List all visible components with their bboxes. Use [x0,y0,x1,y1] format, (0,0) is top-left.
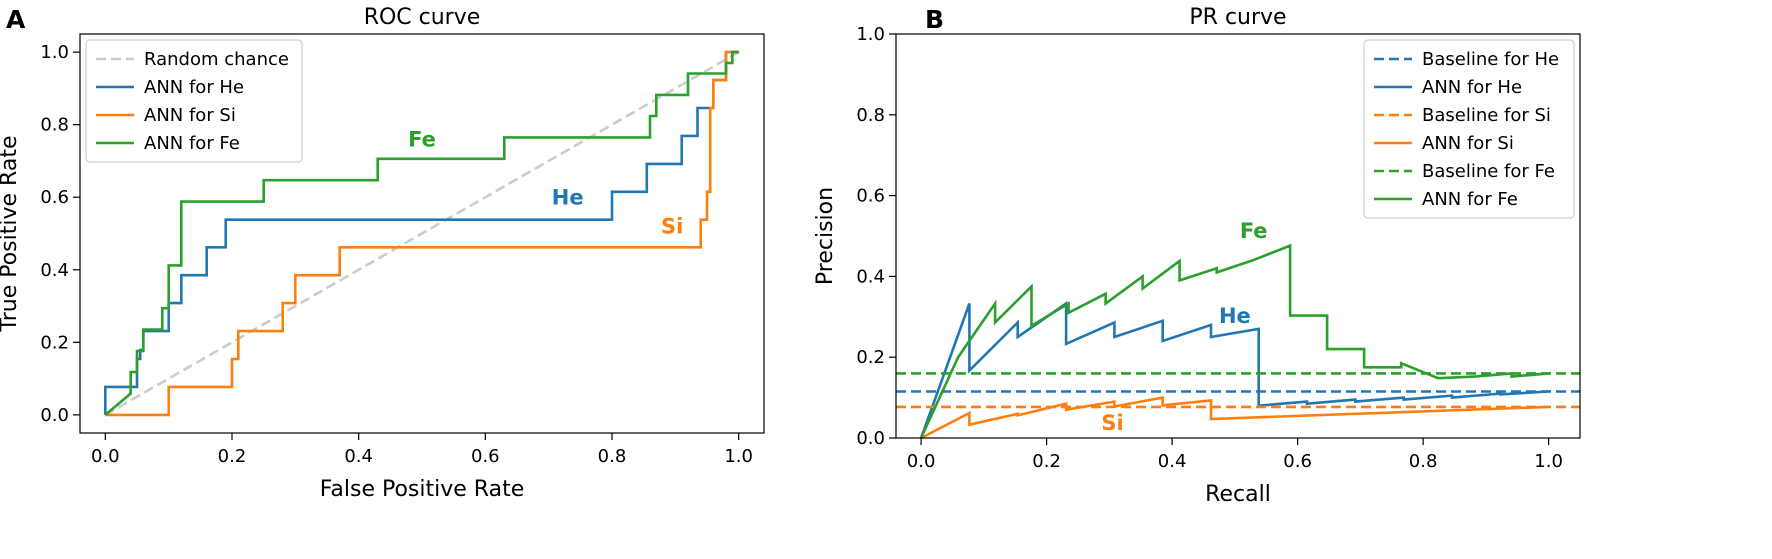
series-line-random-chance [104,50,740,417]
y-tick-label: 0.6 [40,187,69,208]
roc-panel: A ROC curve False Positive Rate True Pos… [0,5,765,502]
y-tick-label: 0.4 [856,266,885,287]
legend-label-baseline-for-fe: Baseline for Fe [1422,161,1555,182]
pr-x-axis-label: Recall [1205,482,1271,507]
y-tick-label: 0.2 [40,332,69,353]
series-group [104,50,740,417]
legend-frame [1363,39,1575,219]
x-tick-label: 1.0 [1534,451,1563,472]
pr-legend: Baseline for He ANN for He Baseline for Si… [1363,39,1575,219]
pr-y-axis-label: Precision [813,187,838,285]
x-tick-label: 0.0 [91,446,120,467]
pr-panel: B PR curve Recall Precision 0.0 0.2 0.4 0.6… [813,5,1581,507]
x-tick-label: 0.6 [471,446,500,467]
y-tick-label: 0.4 [40,260,69,281]
legend-label-random-chance: Random chance [144,49,289,70]
y-tick-label: 0.0 [856,428,885,449]
series-line-ann-for-he [919,301,1549,438]
legend-frame [85,39,303,163]
series-line-ann-for-he [104,50,739,415]
y-tick-label: 0.8 [40,115,69,136]
plot-frame [79,33,765,434]
y-tick-label: 0.6 [856,186,885,207]
roc-y-axis-label: True Positive Rate [0,136,22,333]
y-tick-label: 0.0 [40,405,69,426]
x-tick-label: 0.2 [218,446,247,467]
annotation-si: Si [661,215,683,239]
annotation-fe: Fe [408,127,436,151]
x-tick-label: 0.6 [1283,451,1312,472]
pr-plot-area: 0.0 0.2 0.4 0.6 0.8 1.0 0.0 0.2 0.4 0.6 0.8 1.0 Fe He… [856,24,1581,472]
legend-label-ann-for-he: ANN for He [144,77,244,98]
panel-label-b: B [925,5,944,34]
y-tick-label: 1.0 [856,24,885,45]
legend-label-ann-for-fe: ANN for Fe [144,133,240,154]
roc-title: ROC curve [364,5,481,30]
y-tick-label: 1.0 [40,42,69,63]
annotation-he: He [1219,304,1251,328]
x-tick-label: 0.4 [1158,451,1187,472]
x-tick-label: 0.2 [1032,451,1061,472]
series-group [896,243,1580,438]
plot-frame [895,33,1581,439]
panel-label-a: A [6,5,26,34]
x-tick-label: 0.0 [907,451,936,472]
annotation-fe: Fe [1240,219,1268,243]
x-tick-label: 0.8 [598,446,627,467]
series-line-ann-for-si [920,396,1549,438]
x-tick-label: 0.8 [1409,451,1438,472]
roc-legend: Random chance ANN for He ANN for Si ANN for… [85,39,303,163]
series-line-ann-for-si [105,50,739,417]
y-tick-label: 0.8 [856,105,885,126]
legend-label-ann-for-fe: ANN for Fe [1422,189,1518,210]
roc-plot-area: 0.0 0.2 0.4 0.6 0.8 1.0 0.0 0.2 0.4 0.6 0.8 1.0 Fe He… [40,33,765,467]
legend-label-ann-for-he: ANN for He [1422,77,1522,98]
legend-label-baseline-for-si: Baseline for Si [1422,105,1551,126]
series-line-ann-for-fe [104,50,739,416]
series-line-ann-for-fe [919,243,1549,438]
legend-label-baseline-for-he: Baseline for He [1422,49,1559,70]
annotation-si: Si [1101,411,1123,435]
y-tick-label: 0.2 [856,347,885,368]
x-tick-label: 1.0 [724,446,753,467]
legend-label-ann-for-si: ANN for Si [144,105,236,126]
legend-label-ann-for-si: ANN for Si [1422,133,1514,154]
roc-x-axis-label: False Positive Rate [320,477,524,502]
pr-title: PR curve [1189,5,1286,30]
annotation-he: He [552,185,584,209]
x-tick-label: 0.4 [344,446,373,467]
